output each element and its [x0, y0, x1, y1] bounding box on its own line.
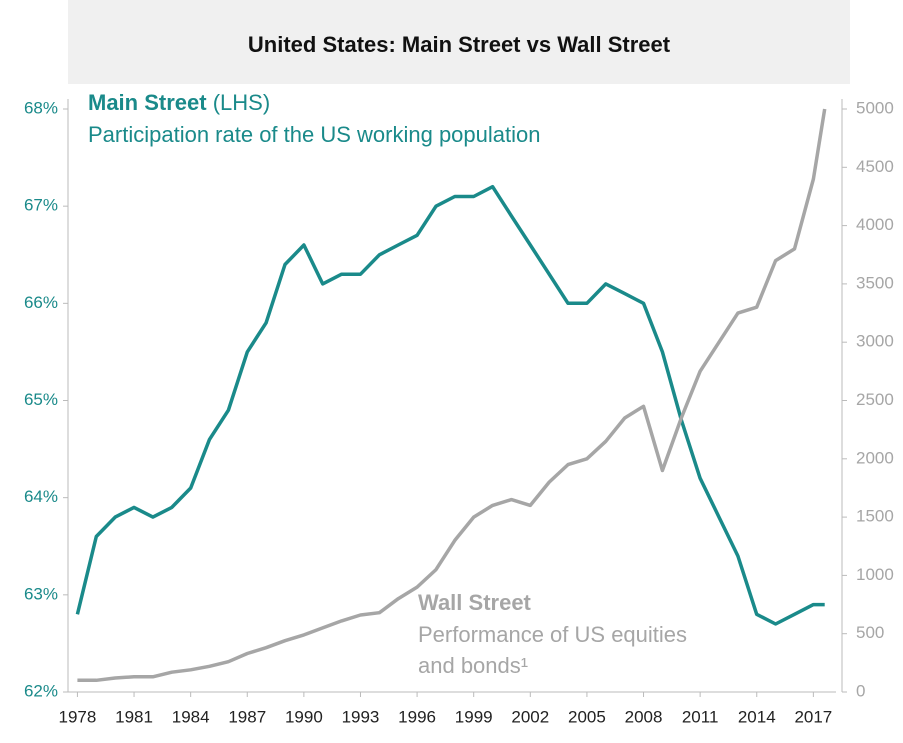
annotation: and bonds¹ [418, 653, 528, 678]
y-tick-label: 66% [24, 293, 58, 312]
series-name: Main Street [88, 90, 207, 115]
y-tick-label: 62% [24, 681, 58, 700]
x-tick-label: 1999 [455, 707, 493, 726]
x-tick-label: 1978 [59, 707, 97, 726]
x-tick-label: 2008 [625, 707, 663, 726]
y2-tick-label: 2000 [856, 448, 894, 467]
x-tick-label: 1981 [115, 707, 153, 726]
y2-tick-label: 0 [856, 681, 865, 700]
x-tick-label: 2014 [738, 707, 776, 726]
y2-tick-label: 5000 [856, 98, 894, 117]
y2-tick-label: 500 [856, 623, 884, 642]
x-tick-label: 1996 [398, 707, 436, 726]
x-tick-label: 1987 [228, 707, 266, 726]
y2-tick-label: 1000 [856, 565, 894, 584]
annotation: Participation rate of the US working pop… [88, 122, 540, 147]
y-tick-label: 68% [24, 98, 58, 117]
series-name: Wall Street [418, 590, 532, 615]
x-tick-label: 2017 [794, 707, 832, 726]
x-tick-label: 2002 [511, 707, 549, 726]
x-tick-label: 1984 [172, 707, 210, 726]
x-tick-label: 1993 [342, 707, 380, 726]
series-line [77, 108, 827, 683]
y2-tick-label: 3000 [856, 332, 894, 351]
title-box [68, 0, 850, 84]
y-tick-label: 64% [24, 487, 58, 506]
y-tick-label: 65% [24, 390, 58, 409]
y2-tick-label: 4500 [856, 157, 894, 176]
chart-title: United States: Main Street vs Wall Stree… [248, 32, 671, 57]
y2-tick-label: 4000 [856, 215, 894, 234]
y2-tick-label: 3500 [856, 273, 894, 292]
y2-tick-label: 2500 [856, 390, 894, 409]
y-tick-label: 63% [24, 584, 58, 603]
main-street-label: Main Street (LHS) [88, 90, 270, 115]
x-tick-label: 1990 [285, 707, 323, 726]
x-tick-label: 2005 [568, 707, 606, 726]
x-tick-label: 2011 [682, 707, 719, 726]
annotation: (LHS) [213, 90, 270, 115]
y-tick-label: 67% [24, 196, 58, 215]
annotation: Performance of US equities [418, 622, 687, 647]
series-line [75, 184, 825, 626]
y2-tick-label: 1500 [856, 507, 894, 526]
